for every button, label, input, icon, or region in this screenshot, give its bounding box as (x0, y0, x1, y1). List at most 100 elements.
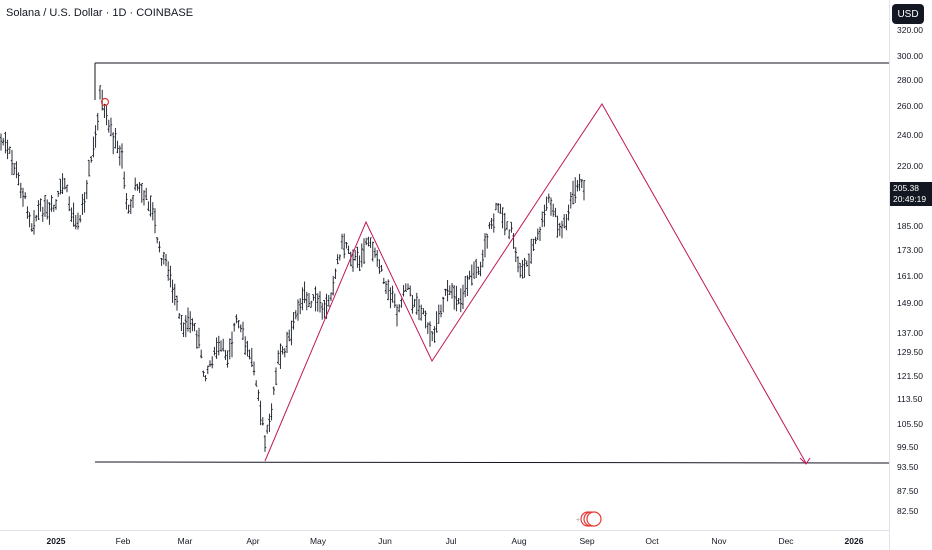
ohlc-bar (134, 177, 137, 191)
ohlc-bar (74, 215, 77, 230)
ohlc-bar (565, 213, 568, 231)
time-tick-label: Jun (378, 536, 392, 546)
ohlc-bar (563, 214, 566, 229)
ohlc-bar (316, 293, 319, 312)
ohlc-bar (472, 261, 476, 279)
price-tick-label: 129.50 (897, 347, 923, 357)
ohlc-bar (87, 159, 91, 177)
ohlc-bar (468, 270, 471, 280)
ohlc-bar (512, 232, 515, 249)
ohlc-bar (439, 304, 443, 318)
ohlc-bar (510, 221, 513, 233)
bar-countdown: 20:49:19 (893, 194, 927, 204)
ohlc-bar (567, 204, 570, 221)
ohlc-bar (549, 197, 553, 216)
ohlc-bar (428, 321, 432, 347)
ohlc-bar (371, 241, 374, 262)
ohlc-bar (279, 343, 282, 369)
symbol-title[interactable]: Solana / U.S. Dollar · 1D · COINBASE (6, 7, 194, 19)
ohlc-bar (96, 112, 99, 131)
ohlc-bar (519, 262, 522, 278)
ohlc-bar (4, 131, 7, 154)
price-tick-label: 121.50 (897, 371, 923, 381)
ohlc-bar (536, 228, 539, 240)
event-icon[interactable] (586, 511, 602, 527)
ohlc-bar (94, 125, 97, 148)
ohlc-bar (266, 424, 269, 434)
peak-marker[interactable] (100, 97, 110, 107)
ohlc-bar (233, 322, 236, 332)
ohlc-bar (321, 302, 324, 320)
ohlc-bar (413, 298, 416, 308)
price-tick-label: 260.00 (897, 101, 923, 111)
ohlc-bar (208, 360, 212, 367)
ohlc-bar (334, 268, 337, 279)
ohlc-bar (98, 85, 102, 100)
ohlc-bar (215, 337, 218, 359)
ohlc-bar (0, 133, 3, 151)
support-level-line[interactable] (94, 461, 890, 464)
ohlc-bar (329, 292, 333, 301)
ohlc-bar (305, 291, 308, 311)
ohlc-bar (2, 137, 5, 146)
price-tick-label: 173.00 (897, 245, 923, 255)
ohlc-bar (63, 178, 66, 190)
ohlc-bar (68, 196, 71, 212)
ohlc-bar (516, 256, 520, 273)
ohlc-bar (338, 254, 341, 261)
ohlc-bar (59, 178, 62, 195)
ohlc-bar (481, 249, 484, 268)
ohlc-bar (109, 117, 113, 137)
ohlc-bar (499, 203, 502, 214)
price-tick-label: 87.50 (897, 486, 919, 496)
projection-arrowhead[interactable] (799, 457, 811, 465)
ohlc-bar (422, 308, 425, 315)
ohlc-bar (46, 199, 49, 220)
ohlc-bar (235, 314, 238, 324)
ohlc-bar (6, 139, 9, 160)
ohlc-bar (569, 191, 572, 209)
ohlc-bar (138, 182, 141, 193)
ohlc-bars (0, 85, 586, 452)
ohlc-bar (323, 300, 326, 319)
ohlc-bar (387, 279, 390, 301)
ohlc-bar (237, 320, 240, 329)
ohlc-bar (90, 156, 93, 163)
ohlc-bar (197, 327, 201, 349)
price-tick-label: 149.00 (897, 298, 923, 308)
ohlc-bar (442, 296, 445, 313)
ohlc-bar (118, 145, 121, 166)
ohlc-bar (356, 246, 359, 268)
currency-button[interactable]: USD (892, 4, 924, 24)
ohlc-bar (175, 295, 179, 311)
price-tick-label: 240.00 (897, 130, 923, 140)
ohlc-bar (116, 140, 119, 154)
event-plus-icon[interactable]: + (576, 517, 580, 524)
ohlc-bar (217, 335, 220, 356)
ohlc-bar (261, 417, 264, 426)
ohlc-bar (50, 195, 53, 212)
ohlc-bar (8, 146, 11, 154)
ohlc-bar (437, 304, 440, 324)
ohlc-bar (248, 349, 251, 360)
projection-path[interactable] (264, 103, 807, 464)
ohlc-bar (274, 367, 278, 386)
ohlc-bar (332, 275, 335, 296)
ohlc-bar (503, 212, 506, 236)
ohlc-bar (222, 338, 225, 352)
ohlc-bar (492, 213, 495, 233)
ohlc-bar (312, 294, 315, 301)
event-markers[interactable]: + (576, 511, 602, 527)
ohlc-bar (310, 300, 313, 308)
ohlc-bar (303, 281, 306, 304)
ohlc-bar (21, 187, 25, 207)
ohlc-bar (52, 204, 55, 212)
ohlc-bar (202, 370, 205, 377)
ohlc-bar (527, 253, 531, 276)
ohlc-bar (270, 403, 273, 421)
ohlc-bar (560, 220, 564, 239)
ohlc-bar (307, 292, 311, 308)
ohlc-bar (70, 207, 73, 222)
ohlc-bar (85, 180, 88, 200)
